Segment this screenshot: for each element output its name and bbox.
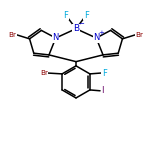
Text: F: F (102, 69, 107, 78)
Text: N: N (93, 33, 99, 43)
Text: Br: Br (136, 32, 144, 38)
Text: F: F (63, 11, 68, 20)
Text: N: N (53, 33, 59, 43)
Text: +: + (99, 30, 105, 36)
Text: Br: Br (8, 32, 16, 38)
Text: I: I (101, 86, 104, 95)
Text: B: B (73, 24, 79, 33)
Text: −: − (78, 21, 84, 27)
Text: F: F (84, 11, 89, 20)
Text: Br: Br (40, 70, 48, 76)
